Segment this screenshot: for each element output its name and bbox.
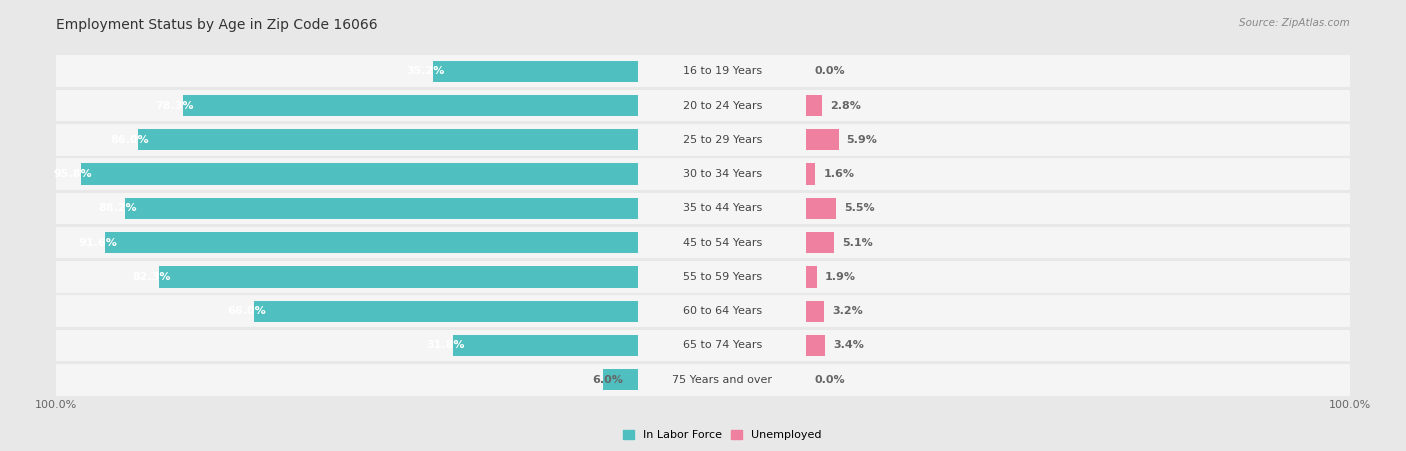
- Text: 55 to 59 Years: 55 to 59 Years: [683, 272, 762, 282]
- Bar: [183, 95, 638, 116]
- FancyBboxPatch shape: [638, 193, 807, 224]
- Text: 5.9%: 5.9%: [846, 135, 877, 145]
- Bar: [105, 232, 638, 253]
- FancyBboxPatch shape: [638, 330, 807, 361]
- Text: 2.8%: 2.8%: [830, 101, 860, 110]
- FancyBboxPatch shape: [56, 193, 638, 224]
- FancyBboxPatch shape: [807, 193, 1350, 224]
- Text: 66.0%: 66.0%: [226, 306, 266, 316]
- FancyBboxPatch shape: [638, 261, 807, 293]
- FancyBboxPatch shape: [56, 124, 638, 156]
- Bar: [807, 95, 821, 116]
- FancyBboxPatch shape: [807, 330, 1350, 361]
- Bar: [807, 163, 815, 185]
- Text: 3.2%: 3.2%: [832, 306, 863, 316]
- Text: 3.4%: 3.4%: [834, 341, 863, 350]
- Text: Source: ZipAtlas.com: Source: ZipAtlas.com: [1239, 18, 1350, 28]
- Text: 0.0%: 0.0%: [814, 375, 845, 385]
- Text: 88.2%: 88.2%: [98, 203, 136, 213]
- Text: 5.1%: 5.1%: [842, 238, 873, 248]
- Text: 65 to 74 Years: 65 to 74 Years: [683, 341, 762, 350]
- Text: 20 to 24 Years: 20 to 24 Years: [683, 101, 762, 110]
- FancyBboxPatch shape: [56, 295, 638, 327]
- Text: 31.8%: 31.8%: [426, 341, 465, 350]
- Text: 91.6%: 91.6%: [77, 238, 117, 248]
- FancyBboxPatch shape: [56, 90, 638, 121]
- FancyBboxPatch shape: [638, 295, 807, 327]
- Legend: In Labor Force, Unemployed: In Labor Force, Unemployed: [623, 430, 821, 440]
- Text: 75 Years and over: 75 Years and over: [672, 375, 772, 385]
- FancyBboxPatch shape: [807, 158, 1350, 190]
- Text: 78.3%: 78.3%: [156, 101, 194, 110]
- Text: 6.0%: 6.0%: [592, 375, 623, 385]
- Bar: [807, 266, 817, 288]
- FancyBboxPatch shape: [638, 364, 807, 396]
- Bar: [138, 129, 638, 151]
- Text: 95.8%: 95.8%: [53, 169, 93, 179]
- FancyBboxPatch shape: [807, 295, 1350, 327]
- Bar: [807, 129, 838, 151]
- FancyBboxPatch shape: [56, 330, 638, 361]
- Text: 35 to 44 Years: 35 to 44 Years: [683, 203, 762, 213]
- FancyBboxPatch shape: [56, 55, 638, 87]
- Text: 60 to 64 Years: 60 to 64 Years: [683, 306, 762, 316]
- FancyBboxPatch shape: [638, 55, 807, 87]
- Bar: [125, 198, 638, 219]
- FancyBboxPatch shape: [807, 364, 1350, 396]
- Text: Employment Status by Age in Zip Code 16066: Employment Status by Age in Zip Code 160…: [56, 18, 378, 32]
- FancyBboxPatch shape: [56, 364, 638, 396]
- FancyBboxPatch shape: [807, 55, 1350, 87]
- Bar: [807, 198, 837, 219]
- Text: 35.2%: 35.2%: [406, 66, 446, 76]
- Text: 45 to 54 Years: 45 to 54 Years: [683, 238, 762, 248]
- Bar: [453, 335, 638, 356]
- FancyBboxPatch shape: [638, 90, 807, 121]
- FancyBboxPatch shape: [56, 158, 638, 190]
- FancyBboxPatch shape: [807, 90, 1350, 121]
- Bar: [603, 369, 638, 391]
- Text: 1.9%: 1.9%: [825, 272, 856, 282]
- Bar: [807, 300, 824, 322]
- Text: 30 to 34 Years: 30 to 34 Years: [683, 169, 762, 179]
- Text: 25 to 29 Years: 25 to 29 Years: [683, 135, 762, 145]
- Text: 86.0%: 86.0%: [111, 135, 149, 145]
- Text: 0.0%: 0.0%: [814, 66, 845, 76]
- Bar: [433, 60, 638, 82]
- Bar: [159, 266, 638, 288]
- Bar: [807, 335, 825, 356]
- Bar: [807, 232, 834, 253]
- FancyBboxPatch shape: [807, 227, 1350, 258]
- Bar: [254, 300, 638, 322]
- FancyBboxPatch shape: [807, 124, 1350, 156]
- FancyBboxPatch shape: [638, 124, 807, 156]
- FancyBboxPatch shape: [56, 261, 638, 293]
- Text: 5.5%: 5.5%: [845, 203, 875, 213]
- Bar: [80, 163, 638, 185]
- FancyBboxPatch shape: [638, 158, 807, 190]
- Text: 82.3%: 82.3%: [132, 272, 172, 282]
- FancyBboxPatch shape: [807, 261, 1350, 293]
- Text: 1.6%: 1.6%: [824, 169, 855, 179]
- FancyBboxPatch shape: [56, 227, 638, 258]
- FancyBboxPatch shape: [638, 227, 807, 258]
- Text: 16 to 19 Years: 16 to 19 Years: [683, 66, 762, 76]
